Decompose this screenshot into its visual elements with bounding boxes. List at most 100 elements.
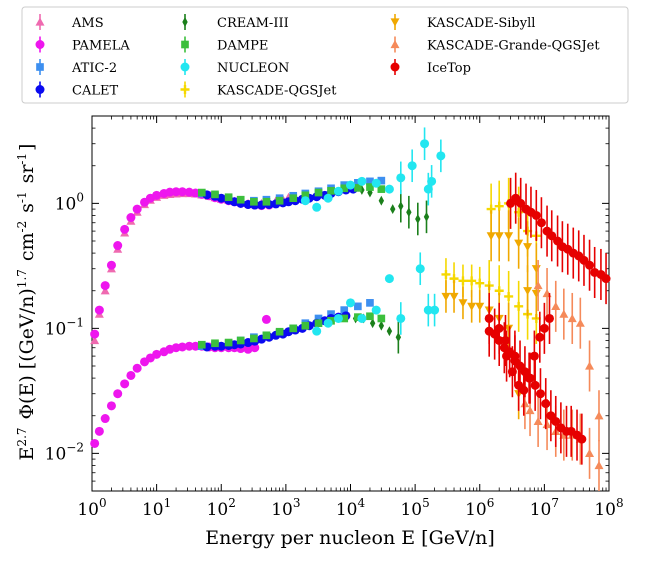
data-point xyxy=(467,276,477,286)
data-point xyxy=(94,305,104,315)
data-point xyxy=(420,139,430,149)
data-point xyxy=(312,326,322,336)
data-point xyxy=(601,274,611,284)
data-point xyxy=(396,313,406,323)
data-point xyxy=(536,218,546,228)
legend-item: NUCLEON xyxy=(180,59,289,76)
data-point xyxy=(300,196,310,206)
data-point xyxy=(377,176,386,185)
data-point xyxy=(575,318,585,327)
data-point xyxy=(197,340,206,349)
data-point xyxy=(436,151,446,161)
data-point xyxy=(559,309,569,318)
data-point xyxy=(486,232,496,241)
legend-label: CALET xyxy=(72,84,118,99)
data-point xyxy=(507,367,517,377)
data-point xyxy=(533,416,543,426)
data-point xyxy=(386,326,393,337)
legend-label: NUCLEON xyxy=(217,61,289,76)
legend-item: KASCADE-Sibyll xyxy=(390,14,535,31)
data-point xyxy=(577,434,587,444)
data-point xyxy=(398,201,404,212)
legend-item: IceTop xyxy=(390,59,471,76)
data-point xyxy=(475,302,485,311)
y-axis-title: E2.7 Φ(E) [(GeV/n)1.7 cm-2 s-1 sr-1 ] xyxy=(15,144,38,461)
x-axis-title: Energy per nucleon E [GeV/n] xyxy=(205,527,495,549)
data-point xyxy=(224,193,233,202)
data-point xyxy=(301,321,310,330)
data-point xyxy=(314,319,323,328)
x-tick-label: 106 xyxy=(465,496,494,520)
legend-item: CREAM-III xyxy=(182,14,289,31)
legend-label: KASCADE-Grande-QGSJet xyxy=(427,39,600,54)
data-point xyxy=(327,186,335,195)
data-point xyxy=(333,313,343,323)
data-point xyxy=(407,161,417,171)
data-point xyxy=(531,265,541,274)
legend-item: PAMELA xyxy=(35,36,130,54)
data-point xyxy=(132,363,142,373)
legend-box: AMS PAMELA ATIC-2 CALET CREAM-III DAMPE NUCLEO… xyxy=(21,6,629,104)
data-point xyxy=(524,373,534,383)
data-point xyxy=(216,193,226,203)
y-tick-label: 10−2 xyxy=(45,440,84,464)
data-point xyxy=(585,361,595,370)
data-point xyxy=(390,204,396,215)
data-point xyxy=(494,201,504,211)
x-tick-label: 101 xyxy=(142,496,171,520)
data-point xyxy=(371,305,381,315)
legend-label: ATIC-2 xyxy=(71,61,117,76)
data-point xyxy=(301,191,310,200)
y-tick-label: 10−1 xyxy=(45,315,84,339)
data-point xyxy=(132,204,142,214)
data-point xyxy=(494,323,504,333)
data-point xyxy=(547,231,557,241)
data-point xyxy=(531,210,541,220)
data-point xyxy=(585,260,595,270)
plot-area: 100 101 102 103 104 105 106 107 108 10−2 10−1 100 xyxy=(45,115,624,520)
data-point xyxy=(197,188,206,197)
data-point xyxy=(152,190,162,200)
data-point xyxy=(346,298,355,308)
data-point xyxy=(354,302,362,311)
data-point xyxy=(90,335,100,345)
legend-item: CALET xyxy=(35,81,118,99)
legend-marker xyxy=(35,40,45,49)
data-point xyxy=(346,180,355,190)
data-point xyxy=(312,202,322,212)
data-point xyxy=(541,399,551,409)
data-point xyxy=(384,184,394,194)
data-point xyxy=(378,195,385,206)
data-point xyxy=(415,214,421,224)
data-point xyxy=(441,292,451,301)
data-point xyxy=(262,197,271,206)
data-point xyxy=(475,278,485,288)
data-point xyxy=(585,448,595,457)
data-point xyxy=(177,342,187,352)
data-point xyxy=(366,183,374,191)
data-point xyxy=(458,276,468,286)
data-point xyxy=(340,306,349,314)
data-point xyxy=(261,314,271,324)
data-point xyxy=(449,292,459,301)
series-calet xyxy=(202,184,358,352)
data-point xyxy=(377,314,386,323)
x-tick-label: 108 xyxy=(594,496,623,520)
data-point xyxy=(504,232,514,241)
data-point xyxy=(441,269,451,279)
data-point xyxy=(504,291,514,301)
data-point xyxy=(275,196,284,205)
data-point xyxy=(523,287,533,296)
data-point xyxy=(551,301,561,310)
data-point xyxy=(484,326,494,336)
legend-item: AMS xyxy=(35,14,104,31)
data-point xyxy=(171,187,181,197)
legend-marker xyxy=(390,40,400,49)
data-point xyxy=(106,401,116,411)
legend-label: KASCADE-QGSJet xyxy=(217,84,337,99)
data-point xyxy=(533,281,543,290)
data-point xyxy=(216,341,226,351)
data-point xyxy=(224,338,233,347)
data-point xyxy=(333,186,343,196)
